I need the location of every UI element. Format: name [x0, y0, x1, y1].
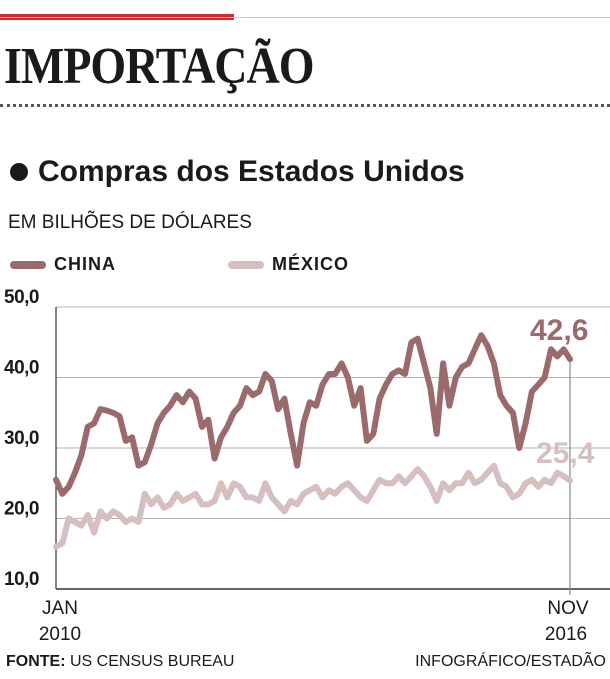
source-text: US CENSUS BUREAU — [70, 653, 235, 670]
legend-swatch-mexico — [228, 260, 264, 269]
legend-label-mexico: MÉXICO — [272, 254, 350, 274]
x-tick-label-start-year: 2010 — [39, 624, 81, 645]
x-tick-label-start-month: JAN — [42, 598, 78, 619]
legend: CHINA MÉXICO — [10, 254, 430, 278]
series-line-mexico — [53, 462, 573, 550]
legend-label-china: CHINA — [54, 254, 116, 274]
unit-label: EM BILHÕES DE DÓLARES — [8, 212, 252, 233]
y-tick-label: 50,0 — [4, 287, 39, 308]
end-value-label-mexico: 25,4 — [536, 437, 595, 470]
source-label: FONTE: — [6, 653, 66, 670]
dotted-divider — [0, 104, 610, 107]
y-tick-label: 20,0 — [4, 499, 39, 520]
chart-subtitle: Compras dos Estados Unidos — [10, 155, 465, 189]
legend-item-mexico: MÉXICO — [228, 254, 349, 275]
page-title: IMPORTAÇÃO — [4, 37, 315, 95]
end-value-label-china: 42,6 — [530, 314, 588, 347]
header-rule — [0, 17, 610, 18]
bullet-icon — [10, 163, 28, 181]
y-tick-label: 40,0 — [4, 358, 39, 379]
x-tick-label-end-month: NOV — [547, 598, 589, 619]
y-tick-label: 30,0 — [4, 428, 39, 449]
footer-credit: INFOGRÁFICO/ESTADÃO — [415, 653, 606, 670]
footer-source: FONTE: US CENSUS BUREAU — [6, 653, 234, 671]
x-tick-label-end-year: 2016 — [545, 624, 587, 645]
series-line-china — [53, 332, 573, 497]
subtitle-text: Compras dos Estados Unidos — [38, 155, 465, 188]
legend-item-china: CHINA — [10, 254, 116, 275]
y-tick-label: 10,0 — [4, 569, 39, 590]
legend-swatch-china — [10, 260, 46, 269]
